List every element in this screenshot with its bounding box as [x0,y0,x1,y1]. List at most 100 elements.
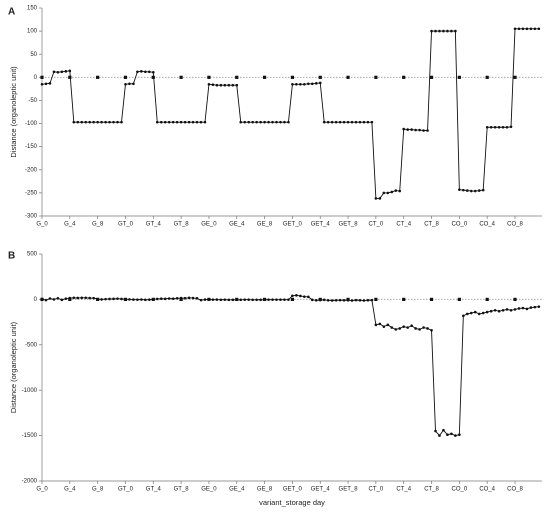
data-point [88,296,91,300]
data-point [243,120,247,124]
data-point [171,120,175,124]
data-point [525,307,529,311]
data-point [291,82,294,86]
data-point [338,120,342,124]
y-tick-label: -300 [25,214,38,220]
data-point [501,125,505,129]
data-point [255,298,258,302]
data-point [334,120,338,124]
reference-marker [346,75,350,79]
data-point [136,70,139,74]
data-point [203,298,207,301]
data-point [450,29,453,33]
data-point [354,298,358,302]
data-point [326,299,330,302]
data-point [207,82,211,86]
data-point [151,70,155,74]
reference-marker [40,75,44,79]
data-point [414,128,417,132]
y-tick-label: 100 [27,29,38,35]
data-point [382,325,386,328]
data-point [338,298,342,302]
x-tick-label: GT_4 [146,487,162,493]
data-point [537,305,541,308]
panel-label: B [8,251,15,262]
y-tick-label: 150 [27,6,38,12]
data-point [485,125,489,129]
data-point [394,189,398,192]
x-tick-label: CO_4 [479,487,495,493]
y-tick-label: -250 [25,190,38,196]
x-tick-label: G_8 [92,222,104,228]
data-point [450,432,453,436]
reference-marker [262,297,267,301]
data-point [52,298,56,301]
data-point [521,27,525,31]
data-point [140,298,143,301]
data-point [163,120,167,124]
data-point [283,120,286,124]
reference-marker [374,297,378,301]
y-tick-label: -150 [25,144,38,150]
data-point [414,327,417,330]
data-point [108,297,111,301]
data-point [96,120,99,124]
reference-marker [318,297,322,301]
data-point [267,120,270,124]
data-point [525,27,529,31]
data-point [509,125,513,129]
data-point [382,191,386,195]
data-point [370,120,374,124]
data-point [72,120,76,124]
data-point [48,297,52,300]
reference-marker [151,297,155,301]
x-tick-label: G_4 [64,222,76,228]
reference-marker [429,297,434,301]
data-point [402,325,406,328]
data-point [299,82,302,86]
data-point [116,120,119,124]
x-tick-label: GE_4 [229,222,245,228]
data-point [148,70,151,74]
data-point [509,308,513,312]
data-point [140,70,143,73]
data-point [307,295,310,299]
data-point [148,298,151,301]
data-point [410,324,413,328]
reference-marker [402,297,406,301]
data-point [466,189,469,192]
reference-marker [96,297,100,301]
data-point [310,82,314,86]
reference-marker [513,75,517,79]
data-point [56,70,60,74]
data-point [354,120,358,124]
data-point [155,297,159,301]
x-tick-label: G_0 [36,487,48,493]
data-point [454,29,457,33]
data-point [314,82,318,85]
data-point [271,120,274,124]
data-point [342,299,346,302]
data-point [163,297,167,301]
data-point [454,434,457,437]
data-point [191,120,195,124]
x-tick-label: GE_8 [257,487,273,493]
y-tick-label: -1500 [22,433,38,439]
data-point [505,308,509,311]
data-point [473,310,477,314]
data-point [243,298,247,301]
y-tick-label: -500 [25,342,38,348]
x-tick-label: GET_4 [311,222,331,228]
x-tick-label: CO_8 [507,222,523,228]
data-point [462,314,465,318]
data-point [529,27,533,31]
data-point [390,190,394,194]
data-point [60,298,64,302]
x-tick-label: CT_0 [369,487,384,493]
data-point [179,120,183,124]
data-point [68,69,72,73]
y-tick-label: -200 [25,167,38,173]
data-point [386,323,390,327]
reference-marker [68,297,72,301]
